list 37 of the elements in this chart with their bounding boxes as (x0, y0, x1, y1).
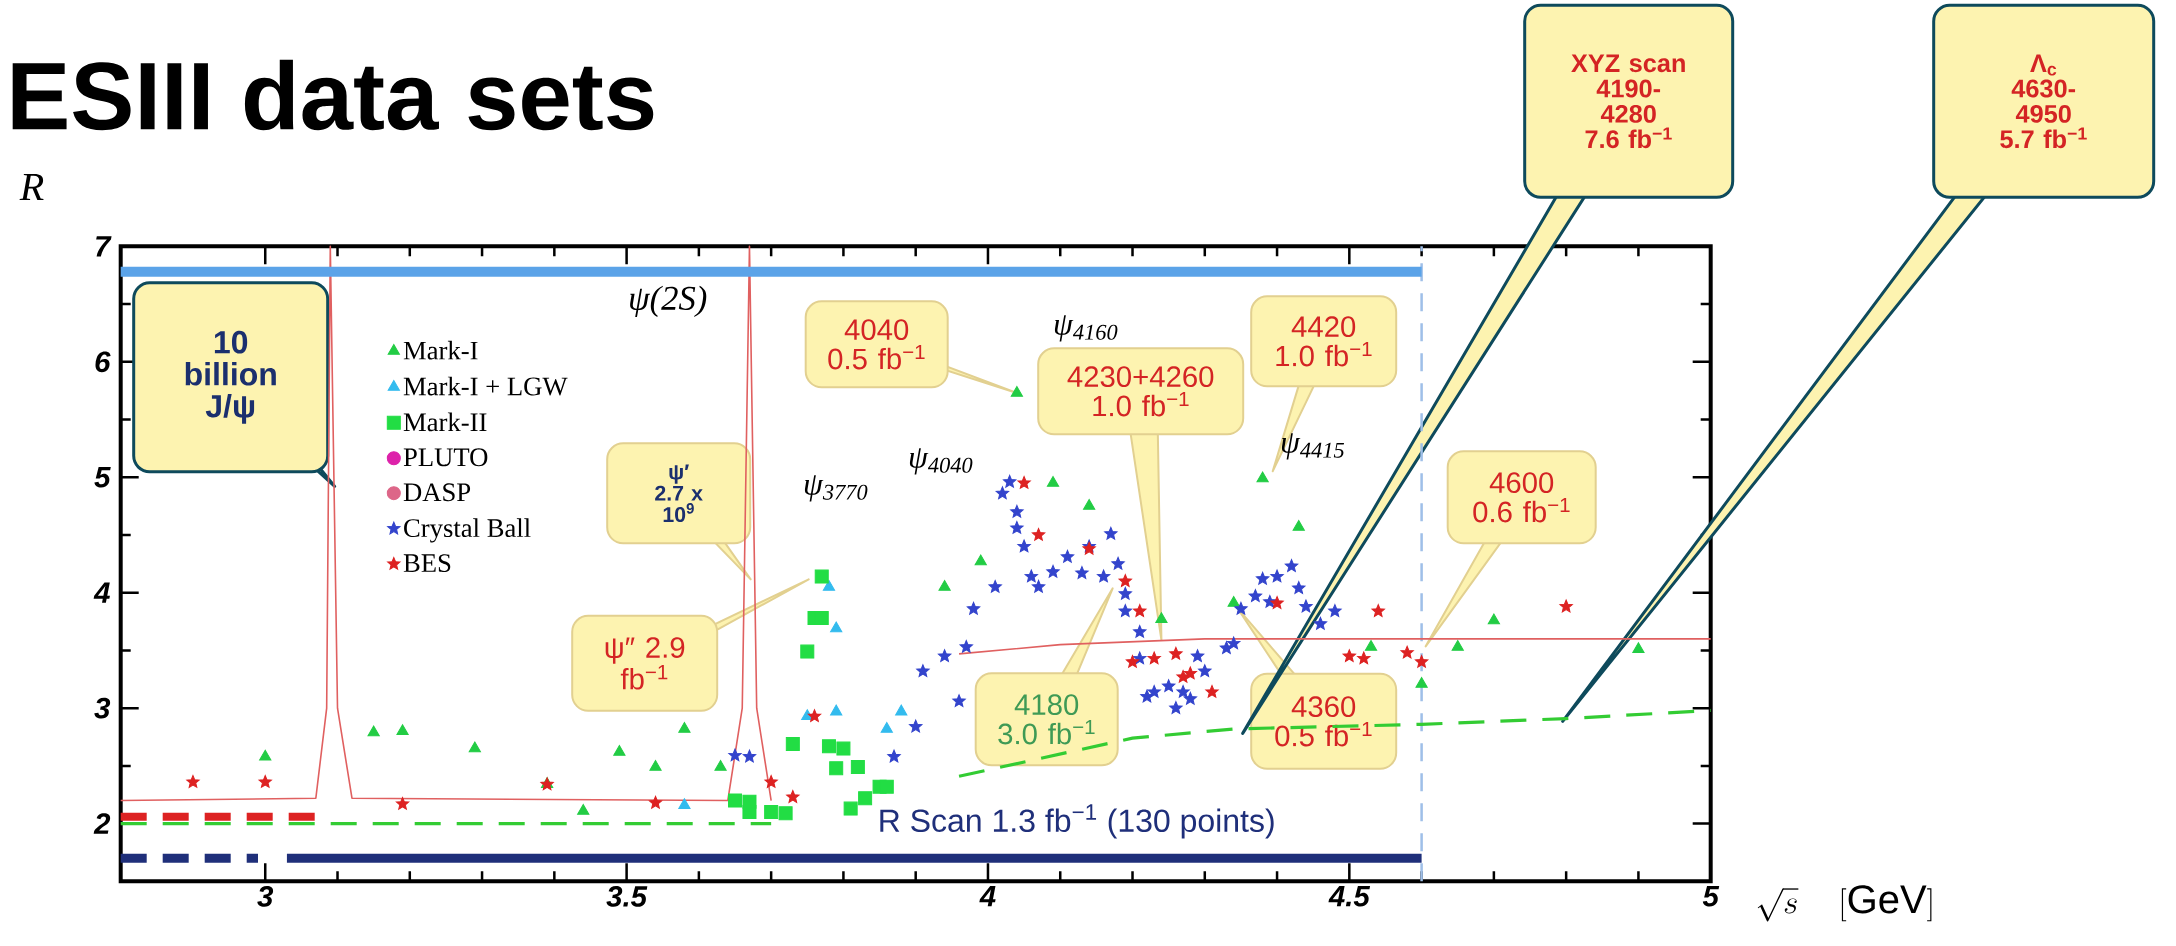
annotation: R Scan 1.3 fb$^{−1}$ (130 points) (880, 804, 1274, 839)
x-tick-label: 4.5 (1328, 886, 1371, 907)
annotation: 4600 0.6 fb$^{−1}$ (1473, 472, 1570, 523)
annotation: 4420 1.0 fb$^{−1}$ (1276, 316, 1372, 367)
annotation: 4040 0.5 fb$^{−1}$ (828, 319, 925, 370)
chart-title: ESIII data sets (12, 59, 654, 131)
legend-label: PLUTO (403, 448, 488, 467)
annotation: ψ$_{4415}$ (1281, 433, 1345, 460)
annotation: ψ$_{3770}$ (804, 475, 868, 502)
legend-label: Mark-II (403, 412, 487, 432)
x-tick-label: 3.5 (606, 886, 648, 907)
annotation: ψ″ 2.9 fb$^{−1}$ (605, 637, 685, 690)
y-tick-label: 5 (94, 467, 111, 488)
legend-label: Mark-I + LGW (403, 376, 568, 396)
text: XYZ scan 4190-4280 7.6 fb$^{−1}$ (1571, 54, 1685, 149)
annotation: ψ(2S) (630, 285, 707, 318)
annotation: ψ$_{4040}$ (909, 448, 973, 475)
x-tick-label: 3 (257, 886, 274, 907)
legend-label: BES (403, 554, 451, 573)
annotation: 10 billion J/ψ (185, 330, 276, 424)
legend-label: Crystal Ball (404, 518, 531, 543)
legend-label: Mark-I (403, 340, 478, 360)
y-tick-label: 7 (96, 236, 112, 257)
y-tick-label: 6 (95, 351, 111, 373)
text: Λ$_{c}$ 4630-4950 5.7 fb$^{−1}$ (2000, 54, 2087, 149)
y-tick-label: 3 (94, 697, 111, 719)
x-tick-label: 4 (979, 886, 996, 907)
annotation: ψ$_{4160}$ (1054, 315, 1118, 342)
x-axis-title: $\sqrt{s}\quad [\mathrm{GeV}]$ (1757, 885, 1932, 922)
annotation: ψ′ 2.7 x 10$^{9}$ (655, 464, 703, 523)
annotation: 4180 3.0 fb$^{−1}$ (998, 694, 1095, 745)
annotation: 4230+4260 1.0 fb$^{−1}$ (1067, 366, 1214, 417)
legend-label: DASP (403, 483, 471, 502)
x-tick-label: 5 (1702, 886, 1720, 907)
y-tick-label: 2 (93, 813, 111, 834)
y-axis-title: R (19, 173, 44, 201)
y-tick-label: 4 (93, 582, 110, 603)
